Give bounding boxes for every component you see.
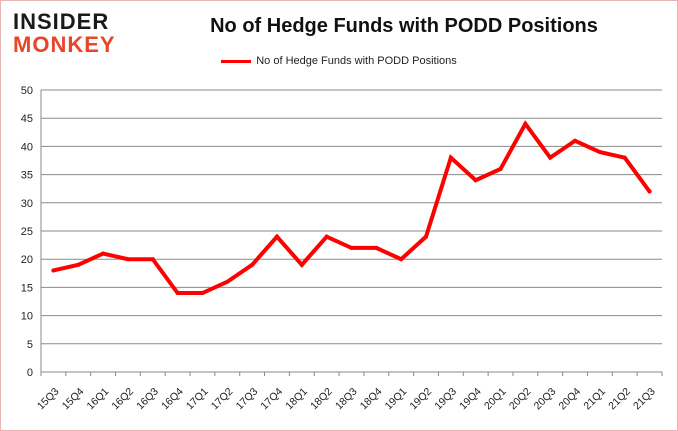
data-point [125,257,130,262]
x-tick-label: 20Q3 [532,386,559,413]
x-tick-label: 20Q2 [507,386,534,413]
data-point [548,155,553,160]
x-tick-label: 19Q2 [407,386,434,413]
data-point [622,155,627,160]
x-tick-label: 17Q2 [209,386,236,413]
y-tick-label: 40 [21,141,33,153]
x-tick-label: 19Q1 [383,386,410,413]
x-tick-label: 18Q2 [308,386,335,413]
x-tick-label: 16Q4 [159,386,186,413]
data-point [101,251,106,256]
data-point [51,268,56,273]
data-point [573,138,578,143]
data-point [374,245,379,250]
chart-title: No of Hedge Funds with PODD Positions [210,15,598,37]
data-point [299,262,304,267]
x-tick-label: 21Q3 [631,386,658,413]
data-point [597,150,602,155]
data-point [274,234,279,239]
x-tick-label: 19Q3 [432,386,459,413]
series-line [51,120,652,296]
logo-line1: INSIDER [13,9,110,34]
data-point [349,245,354,250]
data-point [498,166,503,171]
y-tick-label: 45 [21,113,33,125]
x-tick-label: 17Q1 [184,386,211,413]
data-point [225,279,230,284]
data-point [424,234,429,239]
x-tick-label: 19Q4 [457,386,484,413]
legend-swatch [221,59,252,63]
data-point [150,257,155,262]
x-tick-label: 15Q3 [35,386,62,413]
x-tick-label: 16Q1 [85,386,112,413]
y-tick-label: 15 [21,282,33,294]
x-tick-label: 16Q3 [134,386,161,413]
data-point [175,291,180,296]
data-point [647,189,652,194]
data-point [399,257,404,262]
y-tick-label: 5 [27,339,33,351]
data-point [324,234,329,239]
y-tick-label: 0 [27,367,33,379]
logo-line2: MONKEY [13,32,116,57]
data-point [473,178,478,183]
y-tick-label: 25 [21,226,33,238]
y-tick-label: 35 [21,170,33,182]
x-tick-label: 17Q3 [234,386,261,413]
x-tick-label: 20Q1 [482,386,509,413]
legend: No of Hedge Funds with PODD Positions [1,55,677,67]
y-tick-label: 50 [21,85,33,97]
y-tick-label: 20 [21,254,33,266]
insider-monkey-logo: INSIDER MONKEY [13,9,129,57]
data-point [448,155,453,160]
y-tick-label: 10 [21,311,33,323]
x-tick-label: 18Q1 [283,386,310,413]
data-point [76,262,81,267]
y-tick-label: 30 [21,198,33,210]
legend-label: No of Hedge Funds with PODD Positions [256,55,457,67]
x-tick-label: 16Q2 [109,386,136,413]
x-tick-label: 18Q4 [358,386,385,413]
x-tick-label: 21Q1 [581,386,608,413]
data-point [250,262,255,267]
x-tick-label: 15Q4 [60,386,87,413]
x-tick-label: 20Q4 [557,386,584,413]
x-tick-label: 17Q4 [258,386,285,413]
x-tick-label: 18Q3 [333,386,360,413]
data-point [523,121,528,126]
data-point [200,291,205,296]
x-tick-label: 21Q2 [606,386,633,413]
